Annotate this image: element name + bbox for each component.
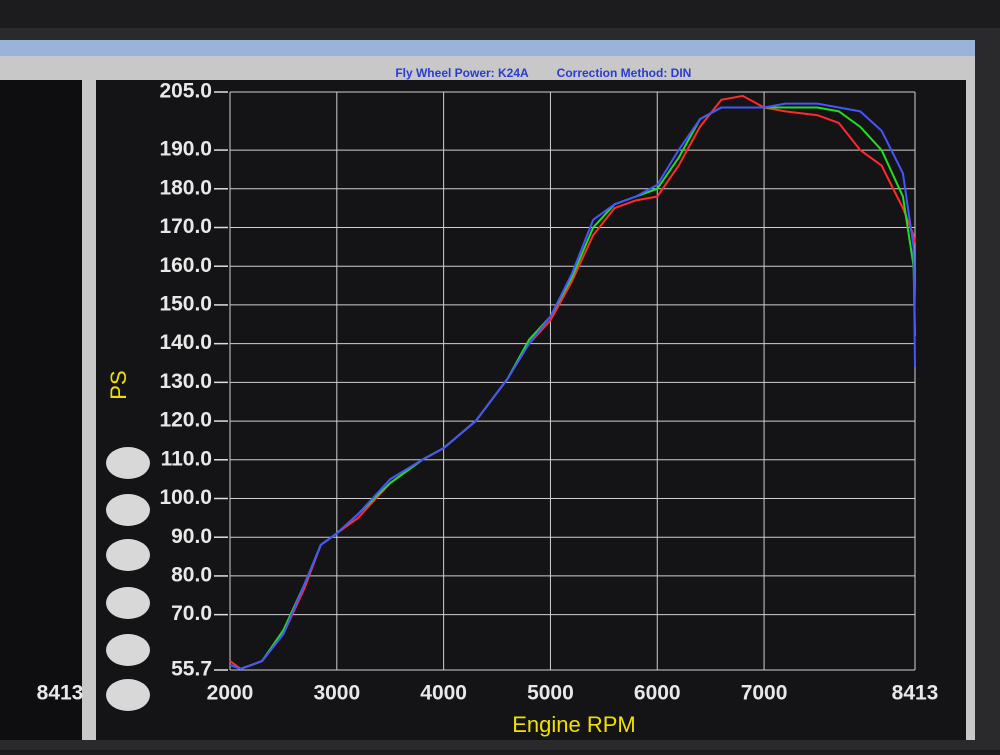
y-tick-label: 100.0 (159, 486, 212, 509)
y-tick-label: 90.0 (171, 525, 212, 548)
y-tick-label: 170.0 (159, 215, 212, 238)
chart-subtitle: Correction Method: DIN (557, 66, 692, 80)
chart-title: Fly Wheel Power: K24A (395, 66, 529, 80)
x-tick-label: 6000 (634, 682, 681, 705)
button[interactable] (106, 679, 150, 711)
x-tick-label: 3000 (313, 682, 360, 705)
x-axis-label: Engine RPM (512, 712, 636, 737)
side-panel (0, 80, 82, 740)
x-tick-label: 4000 (420, 682, 467, 705)
y-tick-label: 120.0 (159, 409, 212, 432)
y-tick-label: 190.0 (159, 138, 212, 161)
y-tick-label: 80.0 (171, 563, 212, 586)
button[interactable] (106, 539, 150, 571)
button[interactable] (106, 447, 150, 479)
y-tick-label: 110.0 (161, 447, 212, 470)
button[interactable] (106, 494, 150, 526)
y-tick-label: 55.7 (171, 658, 212, 681)
y-axis-label: PS (106, 370, 131, 399)
plot: 55.7 70.0 80.0 90.0 100.0 110.0 120.0 130.0 140.… (159, 80, 938, 705)
y-tick-label: 160.0 (159, 254, 212, 277)
y-tick-label: 140.0 (159, 331, 212, 354)
y-tick-label: 70.0 (171, 602, 212, 625)
x-tick-label: 2000 (207, 682, 254, 705)
button-group (106, 447, 150, 711)
data-line (229, 102, 916, 670)
y-tick-label: 180.0 (159, 176, 212, 199)
y-tick-label: 130.0 (159, 370, 212, 393)
x-tick-label: 8413 (892, 682, 939, 705)
y-tick-label: 205.0 (159, 80, 212, 103)
chart-panel (96, 80, 966, 740)
y-tick-label: 150.0 (159, 292, 212, 315)
x-tick-label: 5000 (527, 682, 574, 705)
button[interactable] (106, 634, 150, 666)
side-panel-tick: 8413 (37, 682, 84, 705)
window-titlebar (0, 40, 975, 56)
x-tick-label: 7000 (741, 682, 788, 705)
button[interactable] (106, 587, 150, 619)
